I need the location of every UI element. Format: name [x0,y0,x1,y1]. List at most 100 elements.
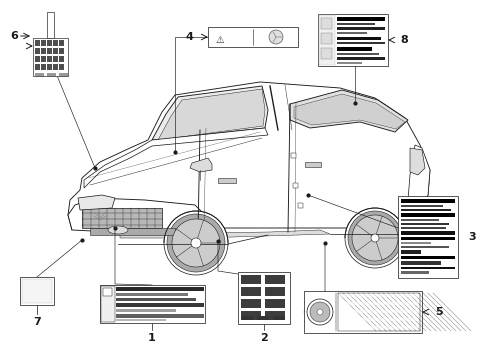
Bar [35,40,40,46]
Bar [400,231,454,235]
Bar [400,223,448,225]
Bar [290,153,295,158]
Bar [336,23,374,25]
Bar [35,64,40,70]
Text: 2: 2 [260,333,267,343]
Polygon shape [293,94,404,129]
Bar [116,314,203,318]
Bar [100,285,204,323]
Bar [337,326,417,329]
Bar [47,40,52,46]
Bar [397,196,457,278]
Bar [35,73,44,77]
Bar [116,293,187,296]
Bar [336,47,371,51]
Bar [103,288,112,296]
Text: 5: 5 [434,307,442,317]
Bar [59,48,64,54]
Bar [320,18,331,29]
Bar [400,271,428,274]
Bar [257,316,268,320]
Bar [264,287,285,296]
Bar [400,237,454,240]
Polygon shape [289,90,407,132]
Text: 1: 1 [148,333,156,343]
Bar [47,56,52,62]
Bar [241,316,252,320]
Bar [22,279,52,303]
Bar [238,272,289,324]
Circle shape [172,219,220,267]
Bar [241,287,261,296]
Bar [53,56,58,62]
Bar [241,299,261,308]
Bar [336,53,378,55]
Text: 6: 6 [10,31,18,41]
Bar [101,286,115,322]
Bar [336,42,384,44]
Bar [116,287,203,291]
Circle shape [191,238,201,248]
Bar [297,202,302,207]
Bar [317,14,387,66]
Bar [400,250,420,254]
Bar [241,311,261,320]
Bar [336,27,384,30]
Text: 4: 4 [185,32,193,42]
Bar [47,12,54,38]
Bar [116,309,176,312]
Bar [337,302,417,305]
Bar [304,291,421,333]
Bar [400,227,445,229]
Circle shape [268,30,283,44]
Bar [207,27,297,47]
Bar [336,32,366,34]
Circle shape [345,208,404,268]
Polygon shape [152,86,267,140]
Ellipse shape [108,226,128,234]
Bar [41,64,46,70]
Bar [337,294,417,297]
Bar [59,56,64,62]
Bar [82,208,162,228]
Bar [41,56,46,62]
Bar [336,62,361,64]
Bar [35,56,40,62]
Polygon shape [158,89,264,140]
Bar [337,293,419,331]
Bar [116,298,196,301]
Bar [53,64,58,70]
Polygon shape [404,145,429,228]
Bar [116,319,165,321]
Bar [318,15,334,65]
Polygon shape [84,128,267,188]
Circle shape [309,302,329,322]
Polygon shape [120,230,329,238]
Text: 8: 8 [399,35,407,45]
Bar [400,213,454,217]
Bar [400,199,454,203]
Bar [305,162,320,167]
Bar [53,40,58,46]
Bar [241,275,261,284]
Bar [400,205,442,207]
Bar [33,38,68,76]
Bar [59,40,64,46]
Bar [400,242,430,244]
Bar [337,318,417,321]
Bar [218,178,236,183]
Bar [59,64,64,70]
Polygon shape [68,198,204,235]
Bar [47,48,52,54]
Bar [59,73,68,77]
Bar [116,303,203,307]
Bar [47,64,52,70]
Bar [264,311,285,320]
Bar [41,40,46,46]
Polygon shape [78,195,115,210]
Circle shape [347,211,401,265]
Text: ⚠: ⚠ [215,35,224,45]
Bar [264,299,285,308]
Bar [400,261,440,265]
Bar [90,228,175,235]
